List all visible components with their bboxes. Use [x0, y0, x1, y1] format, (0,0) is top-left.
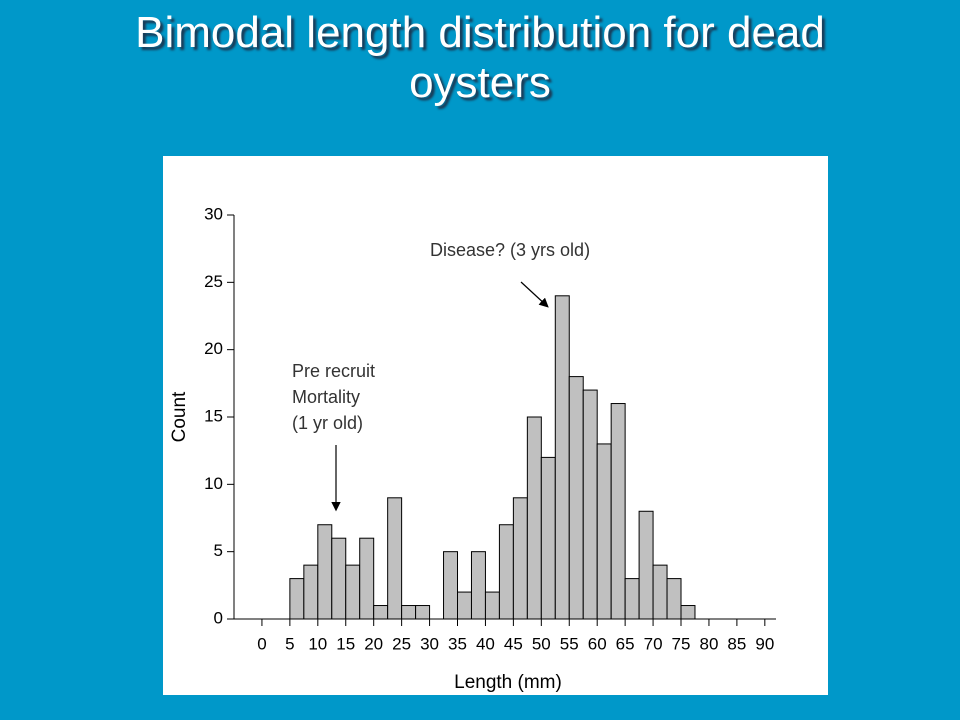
annotation: Pre recruit	[292, 361, 375, 381]
x-tick-label: 60	[588, 634, 607, 653]
arrow	[520, 281, 549, 308]
x-tick-label: 20	[364, 634, 383, 653]
x-tick-label: 55	[560, 634, 579, 653]
bar	[317, 524, 333, 620]
bar	[540, 456, 556, 620]
bar	[554, 295, 570, 620]
bar	[289, 578, 305, 620]
annotation: Disease? (3 yrs old)	[430, 240, 590, 260]
x-tick-label: 80	[699, 634, 718, 653]
y-tick-label: 5	[214, 541, 223, 560]
bar	[512, 497, 528, 620]
x-tick-label: 85	[727, 634, 746, 653]
bar	[373, 605, 389, 620]
x-tick-label: 35	[448, 634, 467, 653]
bar	[484, 591, 500, 620]
slide-title: Bimodal length distribution for dead oys…	[135, 8, 825, 107]
bar	[638, 510, 654, 620]
x-tick-label: 90	[755, 634, 774, 653]
x-tick-label: 75	[672, 634, 691, 653]
y-tick-label: 10	[204, 474, 223, 493]
x-tick-label: 45	[504, 634, 523, 653]
x-tick-label: 15	[336, 634, 355, 653]
x-axis-label: Length (mm)	[454, 672, 562, 693]
x-tick-label: 25	[392, 634, 411, 653]
bar	[359, 537, 375, 620]
x-tick-label: 50	[532, 634, 551, 653]
annotation: (1 yr old)	[292, 413, 363, 433]
bar	[498, 524, 514, 620]
bar	[610, 403, 626, 620]
y-tick-label: 20	[204, 339, 223, 358]
annotation: Mortality	[292, 387, 360, 407]
bar	[596, 443, 612, 620]
y-tick-label: 25	[204, 272, 223, 291]
x-tick-label: 0	[257, 634, 266, 653]
bar	[331, 537, 347, 620]
bar	[303, 564, 319, 620]
x-tick-label: 65	[616, 634, 635, 653]
bar	[345, 564, 361, 620]
bar	[457, 591, 472, 620]
x-tick-label: 10	[308, 634, 327, 653]
y-axis-label: Count	[169, 391, 190, 442]
bar	[652, 564, 668, 620]
bar	[568, 376, 584, 620]
y-tick-label: 15	[204, 406, 223, 425]
bar	[582, 389, 598, 620]
x-tick-label: 5	[285, 634, 294, 653]
bar	[415, 605, 431, 620]
bar	[526, 416, 542, 620]
x-tick-label: 70	[644, 634, 663, 653]
bar	[401, 605, 417, 620]
bar	[470, 551, 486, 620]
bar	[443, 551, 459, 620]
y-tick-label: 0	[214, 608, 223, 627]
x-tick-label: 30	[420, 634, 439, 653]
bar	[666, 578, 682, 620]
bar	[680, 605, 696, 620]
bar	[624, 578, 640, 620]
bar	[387, 497, 403, 620]
x-tick-label: 40	[476, 634, 495, 653]
y-tick-label: 30	[204, 204, 223, 223]
